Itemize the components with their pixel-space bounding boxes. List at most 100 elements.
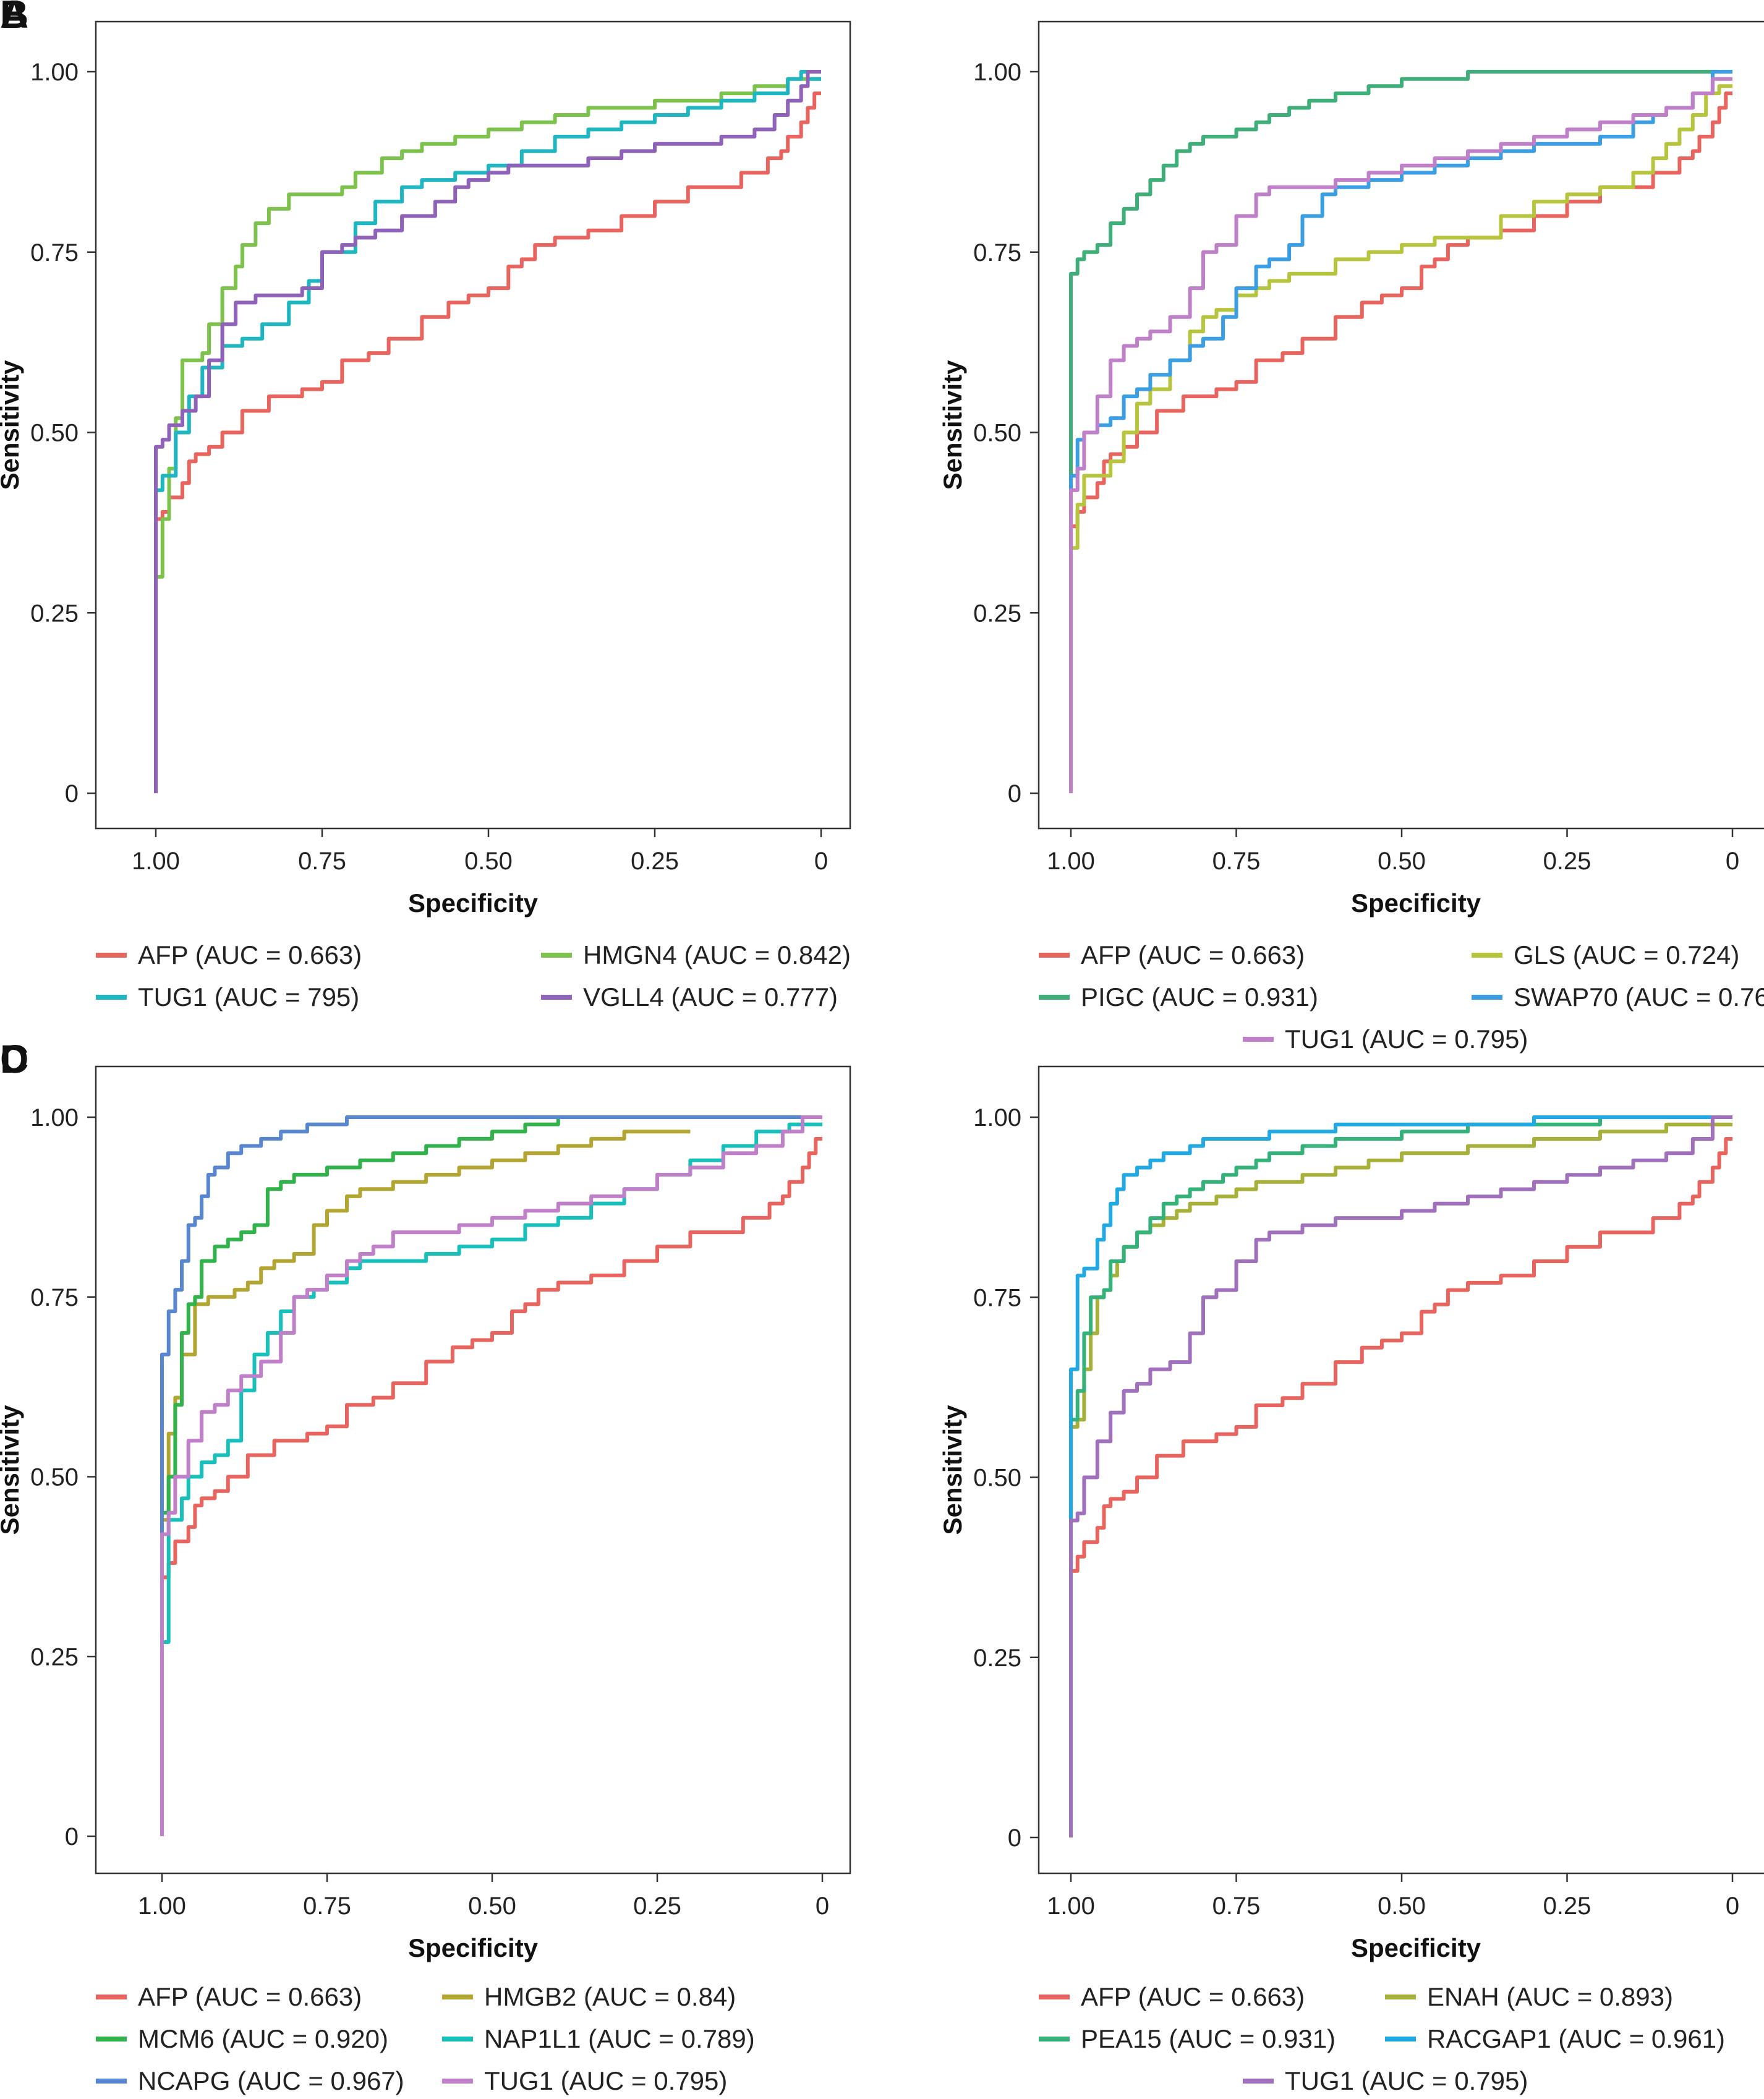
legend-label: TUG1 (AUC = 0.795) — [1285, 2066, 1528, 2095]
y-axis-title: Sensitivity — [938, 1405, 967, 1535]
roc-curve-hmgb2 — [160, 1130, 691, 1836]
legend-item: HMGB2 (AUC = 0.84) — [442, 1982, 736, 2011]
legend-label: AFP (AUC = 0.663) — [1081, 940, 1305, 969]
legend-label: NAP1L1 (AUC = 0.789) — [484, 2024, 755, 2053]
roc-curve-tug1_a — [154, 70, 821, 793]
y-tick-label: 0.75 — [973, 239, 1021, 266]
y-tick-label: 0.25 — [30, 600, 79, 627]
x-tick-label: 0.25 — [1543, 848, 1591, 875]
roc-curve-afp — [1069, 92, 1732, 793]
legend-label: AFP (AUC = 0.663) — [138, 940, 362, 969]
x-tick-label: 0.50 — [1378, 848, 1426, 875]
roc-curve-tug1_d — [1069, 1115, 1732, 1837]
x-tick-label: 0 — [814, 848, 828, 875]
legend-item: NAP1L1 (AUC = 0.789) — [442, 2024, 755, 2053]
roc-curve-gls — [1069, 84, 1732, 793]
y-tick-label: 1.00 — [973, 1104, 1021, 1131]
legend-label: NCAPG (AUC = 0.967) — [138, 2066, 404, 2095]
curves — [1069, 70, 1732, 793]
legend-item: NCAPG (AUC = 0.967) — [96, 2066, 404, 2095]
legend-item: ENAH (AUC = 0.893) — [1385, 1982, 1673, 2011]
y-tick-label: 0.25 — [973, 600, 1021, 627]
legend-item: AFP (AUC = 0.663) — [96, 1982, 362, 2011]
x-tick-label: 0.25 — [633, 1893, 681, 1920]
x-tick-label: 1.00 — [138, 1893, 186, 1920]
panel-letter: D — [0, 1037, 28, 1081]
x-tick-label: 0.25 — [1543, 1893, 1591, 1920]
legend-item: AFP (AUC = 0.663) — [1039, 1982, 1305, 2011]
legend-label: GLS (AUC = 0.724) — [1514, 940, 1739, 969]
roc-curve-ncapg — [160, 1115, 822, 1836]
legend-item: VGLL4 (AUC = 0.777) — [541, 982, 838, 1011]
x-axis-title: Specificity — [408, 888, 539, 918]
y-tick-label: 0 — [65, 1823, 79, 1850]
plot-frame — [95, 1065, 851, 1875]
plot-frame — [1038, 20, 1764, 830]
legend-label: AFP (AUC = 0.663) — [1081, 1982, 1305, 2011]
x-tick-label: 0.75 — [1212, 848, 1261, 875]
y-tick-label: 0.50 — [973, 420, 1021, 447]
x-tick-label: 0.75 — [298, 848, 346, 875]
legend-item: MCM6 (AUC = 0.920) — [96, 2024, 388, 2053]
y-tick-label: 0.75 — [30, 239, 79, 266]
plot-frame — [95, 20, 851, 830]
y-tick-label: 0.50 — [30, 1464, 79, 1491]
x-tick-label: 0.75 — [1212, 1893, 1261, 1920]
x-axis-title: Specificity — [1351, 888, 1481, 918]
curves — [160, 1115, 822, 1836]
y-tick-label: 0.75 — [973, 1284, 1021, 1311]
legend-label: MCM6 (AUC = 0.920) — [138, 2024, 388, 2053]
roc-panel-c: C 0 0.25 0.50 0.75 1.00 1.00 0.75 0.50 0.25 0 Speci… — [0, 1037, 851, 2095]
y-tick-label: 0.50 — [30, 420, 79, 447]
legend-item: AFP (AUC = 0.663) — [1039, 940, 1305, 969]
y-tick-label: 0.75 — [30, 1284, 79, 1311]
legend-label: TUG1 (AUC = 795) — [138, 982, 359, 1011]
curves — [1069, 1115, 1732, 1837]
x-tick-label: 0.50 — [464, 848, 513, 875]
y-tick-label: 0.25 — [30, 1643, 79, 1671]
plot-frame — [1038, 1065, 1764, 1875]
roc-panel-a: A 0 0.25 0.50 0.75 1.00 1.00 0.75 0.50 0.25 0 Speci… — [0, 0, 851, 1011]
legend-label: ENAH (AUC = 0.893) — [1427, 1982, 1673, 2011]
roc-curve-pigc — [1069, 70, 1732, 793]
roc-curve-racgap1 — [1069, 1115, 1732, 1837]
roc-curve-afp — [154, 92, 821, 793]
legend-item: TUG1 (AUC = 795) — [96, 982, 359, 1011]
panel-letter: B — [0, 0, 28, 36]
legend-item: RACGAP1 (AUC = 0.961) — [1385, 2024, 1725, 2053]
legend-label: HMGB2 (AUC = 0.84) — [484, 1982, 736, 2011]
y-tick-label: 0 — [1008, 1824, 1021, 1852]
legend-label: RACGAP1 (AUC = 0.961) — [1427, 2024, 1725, 2053]
roc-curve-vgll4 — [154, 70, 821, 793]
legend-item: PIGC (AUC = 0.931) — [1039, 982, 1318, 1011]
legend-label: PEA15 (AUC = 0.931) — [1081, 2024, 1336, 2053]
y-tick-label: 0.50 — [973, 1465, 1021, 1492]
legend-label: TUG1 (AUC = 0.795) — [484, 2066, 727, 2095]
legend-item: PEA15 (AUC = 0.931) — [1039, 2024, 1336, 2053]
legend-item: TUG1 (AUC = 0.795) — [442, 2066, 727, 2095]
x-tick-label: 0 — [1726, 1893, 1739, 1920]
legend-label: AFP (AUC = 0.663) — [138, 1982, 362, 2011]
legend-label: VGLL4 (AUC = 0.777) — [583, 982, 838, 1011]
legend-label: HMGN4 (AUC = 0.842) — [583, 940, 851, 969]
y-axis-title: Sensitivity — [938, 360, 967, 490]
x-axis-title: Specificity — [1351, 1933, 1481, 1962]
panel-letter: A — [0, 0, 28, 36]
legend-label: TUG1 (AUC = 0.795) — [1285, 1024, 1528, 1054]
x-tick-label: 1.00 — [132, 848, 180, 875]
legend-label: PIGC (AUC = 0.931) — [1081, 982, 1318, 1011]
roc-curve-mcm6 — [160, 1115, 822, 1836]
y-tick-label: 0 — [65, 780, 79, 807]
x-tick-label: 0 — [1726, 848, 1739, 875]
x-tick-label: 1.00 — [1047, 848, 1095, 875]
roc-panel-b: B 0 0.25 0.50 0.75 1.00 1.00 0.75 0.50 0.25 0 Speci… — [0, 0, 1764, 1054]
legend-item: TUG1 (AUC = 0.795) — [1243, 1024, 1528, 1054]
legend-item: GLS (AUC = 0.724) — [1472, 940, 1739, 969]
roc-curve-afp — [1069, 1137, 1732, 1837]
x-tick-label: 1.00 — [1047, 1893, 1095, 1920]
x-tick-label: 0.75 — [303, 1893, 351, 1920]
y-tick-label: 1.00 — [973, 59, 1021, 86]
y-tick-label: 0 — [1008, 780, 1021, 807]
